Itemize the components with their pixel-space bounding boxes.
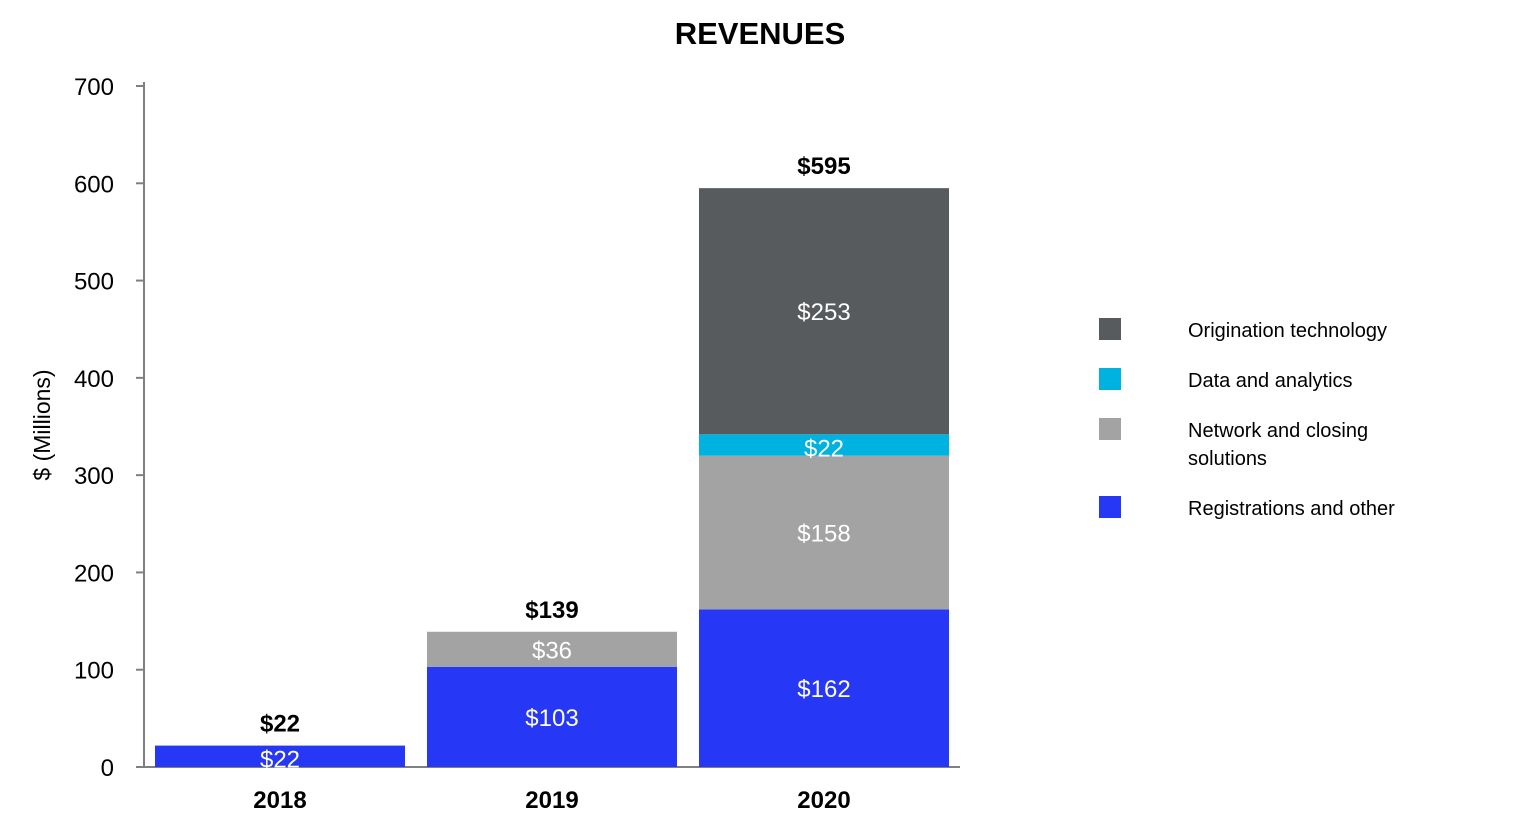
y-tick-label: 0 [101, 755, 114, 782]
x-category-label: 2019 [525, 787, 578, 814]
bar-segment [699, 609, 949, 767]
segment-data-label: $22 [804, 435, 844, 462]
legend-swatch [1099, 318, 1121, 340]
legend: Origination technology Data and analytics… [1099, 318, 1395, 520]
legend-label: Origination technology [1188, 320, 1387, 342]
bar-segment [427, 631, 677, 667]
legend-label: Network and closing solutions [1188, 420, 1368, 470]
segment-data-label: $36 [532, 637, 572, 664]
y-axis-label: $ (Millions) [29, 369, 55, 480]
legend-swatch [1099, 368, 1121, 390]
segment-data-label: $162 [797, 676, 850, 703]
bar-segment [427, 666, 677, 767]
chart-title: REVENUES [675, 16, 846, 51]
y-tick-label: 300 [74, 463, 114, 490]
bar-segment [699, 188, 949, 435]
y-tick-label: 200 [74, 560, 114, 587]
legend-label: Registrations and other [1188, 498, 1395, 520]
bar-segment [699, 455, 949, 610]
bar-total-label: $22 [260, 711, 300, 738]
bar-segment [699, 434, 949, 456]
legend-swatch [1099, 418, 1121, 440]
x-category-label: 2018 [253, 787, 306, 814]
bar-total-label: $595 [797, 153, 850, 180]
y-tick-label: 700 [74, 74, 114, 101]
segment-data-label: $158 [797, 521, 850, 548]
segment-data-label: $253 [797, 299, 850, 326]
segment-data-label: $22 [260, 747, 300, 774]
segment-data-label: $103 [525, 705, 578, 732]
y-tick-label: 500 [74, 269, 114, 296]
x-category-label: 2020 [797, 787, 850, 814]
bar-segment [155, 745, 405, 767]
y-tick-label: 600 [74, 171, 114, 198]
plot-area: 0 100 200 300 400 500 600 700 $22 $22 2018 $103 $36 $… [74, 74, 960, 814]
bar-total-label: $139 [525, 597, 578, 624]
legend-swatch [1099, 496, 1121, 518]
y-tick-label: 400 [74, 366, 114, 393]
y-tick-label: 100 [74, 658, 114, 685]
legend-label: Data and analytics [1188, 370, 1353, 392]
